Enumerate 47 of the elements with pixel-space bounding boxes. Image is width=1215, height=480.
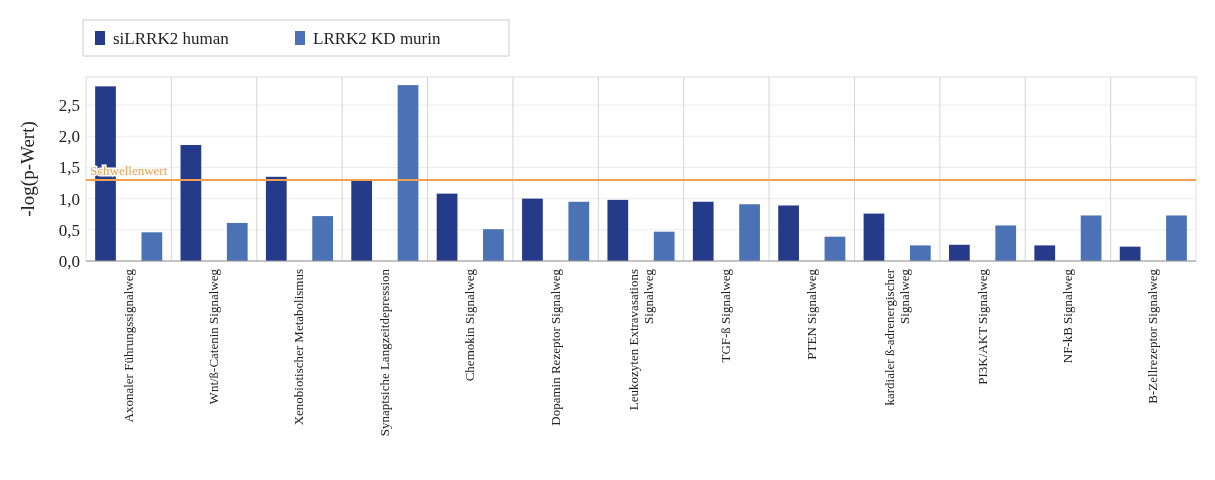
bar	[995, 225, 1017, 261]
bar	[312, 216, 334, 261]
bar	[739, 204, 760, 261]
bar	[692, 201, 714, 261]
x-tick-label: Wnt/ß-Catenin Signalweg	[206, 268, 222, 405]
x-tick-label: TGF-ß Signalweg	[718, 268, 734, 363]
bar	[909, 245, 931, 261]
x-tick-label: Leukozyten Extravasations Signalweg	[625, 268, 656, 411]
x-tick-label: Synaptsiche Langzeitdepression	[376, 268, 392, 437]
bar	[351, 179, 373, 261]
x-tick-label: Chemokin Signalweg	[462, 268, 478, 382]
x-tick-label: kardialer ß-adrenergischer Signalweg	[881, 268, 912, 406]
x-tick-label: NF-kB Signalweg	[1059, 268, 1075, 364]
bar	[1034, 245, 1056, 261]
bar	[568, 201, 590, 261]
bar	[397, 85, 419, 261]
x-tick-label: PI3K/AKT Signalweg	[974, 268, 990, 385]
y-axis-title: -log(p-Wert)	[17, 121, 39, 217]
bar	[607, 199, 629, 261]
bar	[778, 205, 799, 261]
bar	[1119, 246, 1141, 261]
x-tick-label: B-Zellrezeptor Signalweg	[1145, 268, 1161, 404]
bar	[1166, 215, 1187, 261]
bar	[949, 244, 970, 261]
y-tick-label: 1,0	[58, 189, 80, 209]
x-tick-label: Dopamin Rezeptor Signalweg	[547, 268, 563, 426]
x-tick-label: Axonaler Führungssignalweg	[120, 268, 136, 423]
bar	[653, 231, 675, 261]
y-tick-label: 1,5	[58, 158, 80, 178]
bar	[1080, 215, 1102, 261]
bar	[824, 236, 846, 261]
y-tick-label: 2,0	[58, 127, 80, 147]
bar	[483, 229, 504, 261]
bar	[265, 176, 287, 261]
bar	[180, 144, 202, 261]
y-tick-label: 0,0	[58, 251, 80, 271]
bar	[522, 198, 543, 261]
bar	[141, 232, 163, 261]
y-tick-label: 0,5	[58, 220, 80, 240]
y-tick-label: 2,5	[58, 96, 80, 116]
x-tick-label: Xenobiotischer Metabolismus	[291, 269, 307, 426]
legend-label: siLRRK2 human	[113, 28, 230, 48]
bar	[863, 213, 885, 261]
bar	[436, 193, 458, 261]
x-tick-label: PTEN Signalweg	[803, 268, 819, 360]
bar	[226, 222, 248, 261]
legend-label: LRRK2 KD murin	[313, 28, 441, 48]
